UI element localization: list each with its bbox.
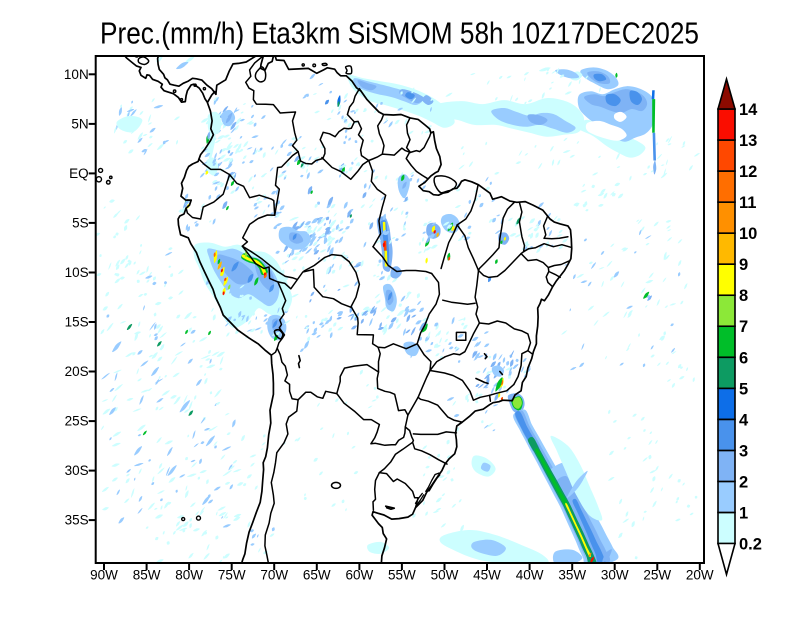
svg-text:70W: 70W — [260, 568, 288, 583]
svg-text:11: 11 — [739, 194, 756, 212]
svg-text:30S: 30S — [65, 463, 89, 478]
svg-text:3: 3 — [739, 442, 748, 460]
svg-text:25W: 25W — [643, 568, 671, 583]
svg-text:5: 5 — [739, 380, 748, 398]
svg-text:5N: 5N — [71, 116, 88, 131]
svg-text:45W: 45W — [473, 568, 501, 583]
svg-text:10: 10 — [739, 225, 757, 243]
svg-text:60W: 60W — [346, 568, 374, 583]
svg-text:30W: 30W — [601, 568, 629, 583]
svg-text:20W: 20W — [686, 568, 714, 583]
svg-text:40W: 40W — [516, 568, 544, 583]
svg-text:14: 14 — [739, 101, 758, 119]
svg-text:35W: 35W — [558, 568, 586, 583]
svg-text:35S: 35S — [65, 513, 89, 528]
svg-text:10S: 10S — [65, 265, 89, 280]
svg-text:6: 6 — [739, 349, 748, 367]
svg-text:80W: 80W — [175, 568, 203, 583]
svg-text:5S: 5S — [72, 215, 89, 230]
svg-text:20S: 20S — [65, 364, 89, 379]
svg-text:15S: 15S — [65, 315, 89, 330]
svg-text:55W: 55W — [388, 568, 416, 583]
svg-text:2: 2 — [739, 473, 748, 491]
svg-text:25S: 25S — [65, 414, 89, 429]
svg-text:7: 7 — [739, 318, 748, 336]
svg-text:8: 8 — [739, 287, 748, 305]
svg-text:Prec.(mm/h) Eta3km SiSMOM 58h: Prec.(mm/h) Eta3km SiSMOM 58h 10Z17DEC20… — [100, 16, 699, 51]
svg-text:75W: 75W — [218, 568, 246, 583]
svg-text:65W: 65W — [303, 568, 331, 583]
svg-text:0.2: 0.2 — [739, 536, 762, 554]
svg-text:50W: 50W — [431, 568, 459, 583]
svg-text:10N: 10N — [64, 67, 89, 82]
svg-text:EQ: EQ — [69, 166, 89, 181]
svg-text:12: 12 — [739, 163, 757, 181]
svg-text:90W: 90W — [90, 568, 118, 583]
svg-text:9: 9 — [739, 256, 748, 274]
svg-text:1: 1 — [739, 505, 748, 523]
svg-text:13: 13 — [739, 132, 757, 150]
svg-text:4: 4 — [739, 411, 749, 429]
svg-text:85W: 85W — [133, 568, 161, 583]
